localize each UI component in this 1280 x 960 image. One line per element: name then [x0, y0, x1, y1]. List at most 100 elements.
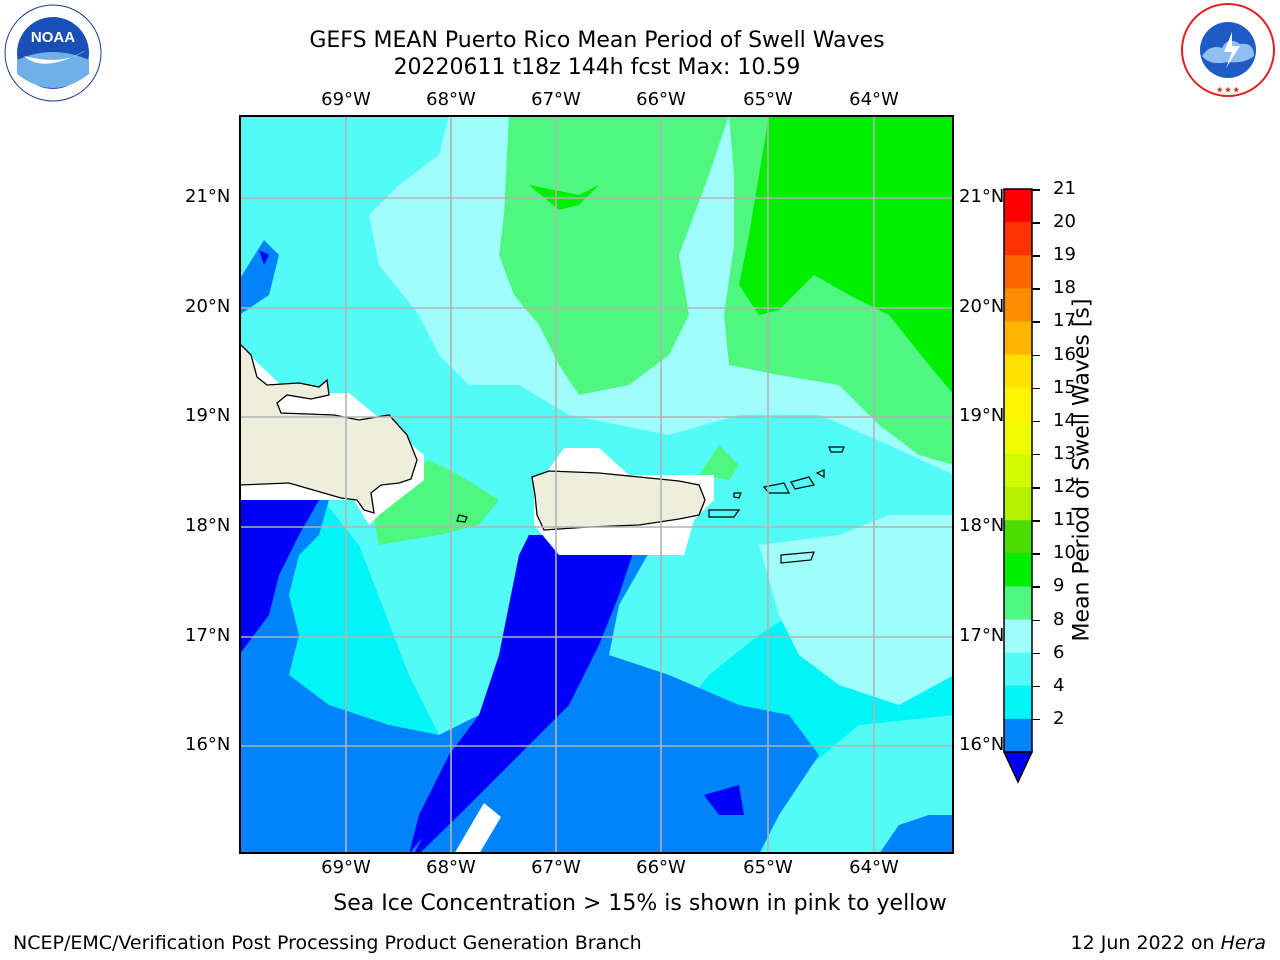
colorbar-label: Mean Period of Swell Waves [s]: [1069, 298, 1095, 642]
timestamp-date: 12 Jun 2022 on: [1070, 932, 1221, 954]
colorbar-tick-label: 10: [1053, 542, 1076, 564]
colorbar-under-triangle: [1002, 751, 1034, 784]
coastal-mask: [454, 803, 501, 854]
field-2-4: [259, 250, 269, 265]
colorbar-swatch: [1004, 453, 1032, 488]
colorbar-tick-mark: [1032, 685, 1040, 688]
lat-label-right: 19°N: [959, 405, 1005, 426]
colorbar-tick-mark: [1032, 619, 1040, 622]
colorbar-frame: [1003, 188, 1033, 753]
colorbar-tick-label: 8: [1053, 608, 1065, 630]
colorbar-tick-mark: [1032, 387, 1040, 390]
colorbar: [1002, 188, 1034, 784]
lon-label-top: 66°W: [636, 89, 686, 110]
lat-label-left: 20°N: [185, 296, 231, 317]
lat-label-left: 18°N: [185, 515, 231, 536]
field-2-4: [704, 785, 744, 815]
map-grid: [239, 115, 954, 854]
colorbar-tick-label: 2: [1053, 707, 1065, 729]
colorbar-tick-mark: [1032, 321, 1040, 323]
lon-label-bottom: 64°W: [849, 857, 899, 878]
colorbar-tick-mark: [1032, 420, 1040, 423]
colorbar-tick-mark: [1032, 553, 1040, 555]
lon-label-top: 68°W: [426, 89, 476, 110]
colorbar-swatch: [1004, 189, 1032, 223]
svg-text:★ ★ ★: ★ ★ ★: [1217, 86, 1240, 94]
colorbar-swatch: [1004, 420, 1032, 455]
colorbar-swatch: [1004, 718, 1032, 753]
colorbar-tick-mark: [1032, 652, 1040, 655]
colorbar-tick-label: 14: [1053, 409, 1076, 431]
colorbar-tick-label: 6: [1053, 641, 1065, 663]
lat-label-right: 21°N: [959, 186, 1005, 207]
colorbar-tick-label: 4: [1053, 674, 1065, 696]
colorbar-swatch: [1004, 487, 1032, 521]
lat-label-left: 21°N: [185, 186, 231, 207]
lat-label-right: 16°N: [959, 734, 1005, 755]
colorbar-tick-mark: [1032, 718, 1040, 721]
colorbar-tick-label: 16: [1053, 343, 1076, 365]
island-outline: [815, 469, 825, 479]
colorbar-tick-label: 13: [1053, 442, 1076, 464]
colorbar-tick-mark: [1032, 453, 1040, 456]
colorbar-swatch: [1004, 619, 1032, 654]
field-8-9: [759, 715, 954, 854]
lon-label-top: 65°W: [743, 89, 793, 110]
lat-label-right: 18°N: [959, 515, 1005, 536]
lat-label-left: 16°N: [185, 734, 231, 755]
colorbar-swatch: [1004, 321, 1032, 356]
island-outline: [828, 446, 845, 453]
island-outline: [780, 551, 815, 564]
colorbar-swatch: [1004, 553, 1032, 587]
colorbar-swatch: [1004, 652, 1032, 687]
field-2-4: [239, 500, 319, 655]
lon-label-bottom: 66°W: [636, 857, 686, 878]
colorbar-swatch: [1004, 586, 1032, 621]
island-outline: [790, 476, 815, 490]
lon-label-bottom: 68°W: [426, 857, 476, 878]
colorbar-tick-mark: [1032, 586, 1040, 588]
timestamp: 12 Jun 2022 on Hera: [1071, 932, 1266, 954]
colorbar-tick-label: 12: [1053, 476, 1076, 498]
map-frame: [239, 115, 954, 854]
colorbar-tick-label: 18: [1053, 277, 1076, 299]
colorbar-tick-label: 9: [1053, 575, 1065, 597]
colorbar-swatch: [1004, 520, 1032, 554]
colorbar-tick-mark: [1032, 354, 1040, 357]
colorbar-swatch: [1004, 685, 1032, 720]
ice-note: Sea Ice Concentration > 15% is shown in …: [333, 891, 947, 916]
lat-label-left: 17°N: [185, 625, 231, 646]
colorbar-tick-label: 15: [1053, 376, 1076, 398]
colorbar-tick-label: 20: [1053, 211, 1076, 233]
colorbar-swatch: [1004, 354, 1032, 389]
island-outline: [733, 492, 742, 499]
noaa-wordmark: NOAA: [31, 29, 75, 46]
colorbar-swatch: [1004, 288, 1032, 322]
field-10-11: [699, 445, 739, 480]
map-subtitle: 20220611 t18z 144h fcst Max: 10.59: [393, 55, 801, 80]
colorbar-tick-label: 21: [1053, 178, 1076, 199]
colorbar-tick-mark: [1032, 520, 1040, 522]
map-title: GEFS MEAN Puerto Rico Mean Period of Swe…: [309, 28, 885, 53]
lat-label-right: 20°N: [959, 296, 1005, 317]
colorbar-tick-label: 17: [1053, 310, 1076, 332]
branch-credit: NCEP/EMC/Verification Post Processing Pr…: [13, 932, 642, 954]
lon-label-bottom: 69°W: [321, 857, 371, 878]
nws-logo: ★ ★ ★: [1180, 2, 1276, 98]
field-9-10: [759, 515, 954, 705]
lat-label-right: 17°N: [959, 625, 1005, 646]
colorbar-tick-mark: [1032, 288, 1040, 290]
colorbar-swatch: [1004, 387, 1032, 422]
lon-label-top: 69°W: [321, 89, 371, 110]
colorbar-swatch: [1004, 222, 1032, 256]
field-4-6: [239, 240, 279, 315]
lon-label-bottom: 65°W: [743, 857, 793, 878]
swell-period-map: [239, 115, 954, 854]
colorbar-tick-label: 11: [1053, 509, 1076, 531]
noaa-logo: NOAA: [4, 4, 102, 102]
lon-label-top: 64°W: [849, 89, 899, 110]
lon-label-bottom: 67°W: [531, 857, 581, 878]
colorbar-tick-label: 19: [1053, 244, 1076, 266]
timestamp-machine: Hera: [1220, 932, 1266, 954]
colorbar-tick-mark: [1032, 487, 1040, 489]
